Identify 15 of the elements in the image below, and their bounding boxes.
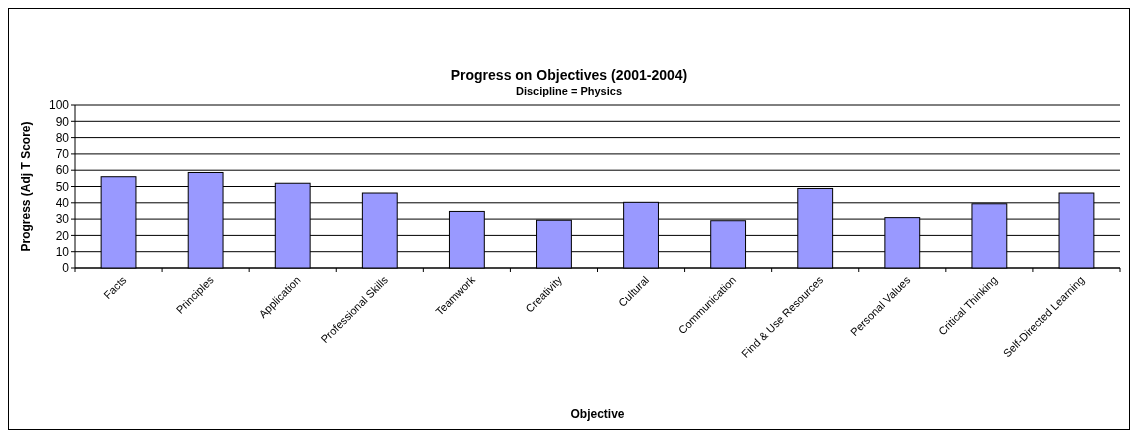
- y-tick-label: 90: [55, 114, 70, 129]
- y-tick-label: 30: [55, 212, 70, 227]
- chart-title: Progress on Objectives (2001-2004): [450, 67, 688, 83]
- y-tick-label: 40: [55, 196, 70, 210]
- y-tick-label: 20: [55, 228, 70, 243]
- y-tick-label: 70: [55, 147, 70, 162]
- chart-subtitle: Discipline = Physics: [515, 85, 623, 97]
- x-axis-title: Objective: [570, 407, 625, 421]
- y-tick-label: 80: [55, 130, 70, 145]
- y-tick-label: 100: [48, 98, 70, 113]
- y-tick-label: 60: [55, 163, 70, 178]
- y-axis-title: Progress (Adj T Score): [19, 121, 33, 252]
- y-tick-label: 0: [62, 261, 70, 276]
- y-tick-label: 10: [55, 244, 70, 259]
- y-tick-label: 50: [55, 179, 70, 194]
